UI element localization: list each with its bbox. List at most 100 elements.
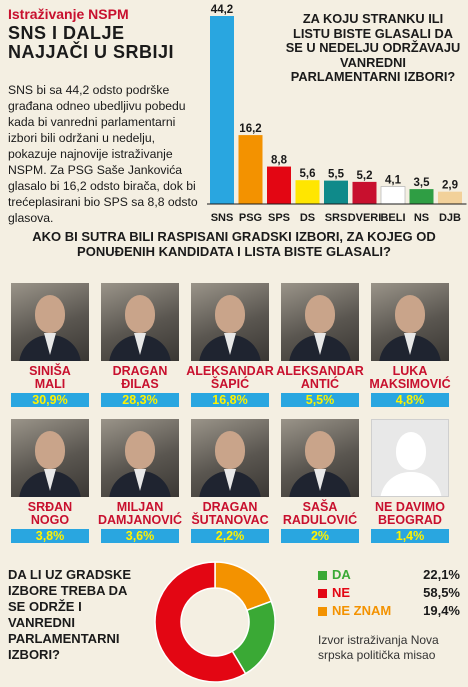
- candidate-name-line-1: LUKA: [392, 364, 428, 378]
- candidate-name-line-1: DRAGAN: [112, 364, 168, 378]
- legend-value: 22,1%: [423, 567, 460, 582]
- candidate-photo: [101, 419, 179, 497]
- party-bar-chart: 44,2 SNS 16,2 PSG 8,8 SPS 5,6 DS 5,5 SRS 5,2 DVERI 4…: [207, 4, 467, 224]
- candidate-percentage: 30,9%: [11, 393, 89, 407]
- bar-psg: [238, 135, 263, 204]
- candidate-card: DRAGAN ĐILAS 28,3%: [95, 283, 185, 407]
- legend-label: NE: [332, 585, 351, 600]
- bar-category-label: DVERI: [348, 212, 382, 224]
- bar-value-label: 5,6: [300, 168, 316, 180]
- candidate-name: SAŠA RADULOVIĆ: [275, 501, 365, 527]
- candidate-name-line-2: BEOGRAD: [378, 513, 442, 527]
- candidate-photo: [191, 283, 269, 361]
- candidate-name-line-2: RADULOVIĆ: [282, 513, 358, 527]
- candidate-name-line-1: SAŠA: [302, 500, 338, 514]
- bar-value-label: 5,2: [357, 170, 373, 182]
- headline-line-1: SNS I DALJE: [8, 23, 125, 43]
- bar-category-label: BELI: [380, 212, 405, 224]
- bar-category-label: DJB: [439, 212, 461, 224]
- candidate-percentage: 2%: [281, 529, 359, 543]
- bar-beli: [380, 186, 406, 205]
- candidate-name-line-2: ĐILAS: [121, 377, 159, 391]
- candidate-name-line-2: MALI: [34, 377, 66, 391]
- headline-line-2: NAJJAČI U SRBIJI: [8, 42, 175, 62]
- chart-question: ZA KOJU STRANKU ILI LISTU BISTE GLASALI …: [285, 11, 461, 84]
- bar-value-label: 2,9: [442, 180, 458, 192]
- candidate-percentage: 3,6%: [101, 529, 179, 543]
- source-note: Izvor istraživanja Nova srpska politička…: [318, 633, 439, 662]
- early-election-question: DA LI UZ GRADSKE IZBORE TREBA DA SE ODRŽ…: [8, 567, 132, 662]
- bar-category-label: DS: [300, 212, 315, 224]
- bar-sns: [210, 16, 234, 204]
- bar-value-label: 8,8: [271, 155, 288, 167]
- candidate-photo: [281, 283, 359, 361]
- legend-swatch: [318, 571, 327, 580]
- body-text: SNS bi sa 44,2 odsto podrške građana odn…: [8, 83, 198, 225]
- candidate-name: MILJAN DAMJANOVIĆ: [95, 501, 185, 527]
- candidate-name-line-1: NE DAVIMO: [375, 500, 445, 514]
- legend-swatch: [318, 607, 327, 616]
- candidate-name-line-2: ANTIĆ: [300, 377, 340, 391]
- legend-swatch: [318, 589, 327, 598]
- candidate-name-line-2: DAMJANOVIĆ: [97, 513, 183, 527]
- legend-row: NE 58,5%: [318, 585, 460, 603]
- candidate-card: ALEKSANDAR ŠAPIĆ 16,8%: [185, 283, 275, 407]
- city-election-question: AKO BI SUTRA BILI RASPISANI GRADSKI IZBO…: [32, 229, 436, 259]
- candidate-name: NE DAVIMO BEOGRAD: [365, 501, 455, 527]
- candidate-card: SAŠA RADULOVIĆ 2%: [275, 419, 365, 543]
- candidate-photo: [11, 283, 89, 361]
- bar-category-label: SNS: [211, 212, 234, 224]
- bar-category-label: PSG: [239, 212, 262, 224]
- candidate-photo: [101, 283, 179, 361]
- candidate-percentage: 2,2%: [191, 529, 269, 543]
- candidate-name-line-2: ŠUTANOVAC: [191, 513, 269, 527]
- legend-value: 58,5%: [423, 585, 460, 600]
- candidate-percentage: 28,3%: [101, 393, 179, 407]
- bar-value-label: 4,1: [385, 175, 402, 187]
- candidate-name: LUKA MAKSIMOVIĆ: [365, 365, 455, 391]
- legend-row: DA 22,1%: [318, 567, 460, 585]
- candidate-card: NE DAVIMO BEOGRAD 1,4%: [365, 419, 455, 543]
- legend-row: NE ZNAM 19,4%: [318, 603, 460, 621]
- bar-dveri: [352, 181, 377, 204]
- bar-value-label: 44,2: [211, 4, 233, 16]
- bar-category-label: NS: [414, 212, 429, 224]
- candidate-name: ALEKSANDAR ANTIĆ: [275, 365, 365, 391]
- legend-label: DA: [332, 567, 351, 582]
- candidate-photo: [191, 419, 269, 497]
- bar-value-label: 5,5: [328, 169, 345, 181]
- donut-slice-ne: [154, 561, 247, 683]
- candidate-card: ALEKSANDAR ANTIĆ 5,5%: [275, 283, 365, 407]
- candidate-card: MILJAN DAMJANOVIĆ 3,6%: [95, 419, 185, 543]
- candidate-card: SINIŠA MALI 30,9%: [5, 283, 95, 407]
- candidate-name-line-1: SRĐAN: [27, 500, 73, 514]
- candidate-percentage: 1,4%: [371, 529, 449, 543]
- candidate-name: SINIŠA MALI: [5, 365, 95, 391]
- candidate-percentage: 16,8%: [191, 393, 269, 407]
- candidate-name-line-1: SINIŠA: [29, 364, 71, 378]
- candidate-photo: [371, 283, 449, 361]
- bar-category-label: SRS: [325, 212, 348, 224]
- headline: SNS I DALJE NAJJAČI U SRBIJI: [8, 24, 174, 62]
- candidate-card: SRĐAN NOGO 3,8%: [5, 419, 95, 543]
- candidate-name-line-2: ŠAPIĆ: [210, 377, 250, 391]
- candidate-card: DRAGAN ŠUTANOVAC 2,2%: [185, 419, 275, 543]
- candidate-percentage: 5,5%: [281, 393, 359, 407]
- candidate-percentage: 3,8%: [11, 529, 89, 543]
- donut-slice-ne-znam: [214, 561, 273, 612]
- bar-value-label: 3,5: [414, 177, 431, 189]
- survey-label: Istraživanje NSPM: [8, 6, 129, 22]
- candidate-card: LUKA MAKSIMOVIĆ 4,8%: [365, 283, 455, 407]
- candidate-photo: [371, 419, 449, 497]
- candidate-name-line-2: NOGO: [30, 513, 70, 527]
- donut-chart: [154, 561, 276, 683]
- candidate-percentage: 4,8%: [371, 393, 449, 407]
- candidate-name-line-1: MILJAN: [116, 500, 164, 514]
- bar-djb: [438, 191, 462, 204]
- candidate-name: ALEKSANDAR ŠAPIĆ: [185, 365, 275, 391]
- bar-ds: [295, 180, 320, 204]
- candidate-name-line-1: ALEKSANDAR: [276, 364, 364, 378]
- bar-ns: [409, 189, 434, 204]
- bar-sps: [267, 166, 291, 204]
